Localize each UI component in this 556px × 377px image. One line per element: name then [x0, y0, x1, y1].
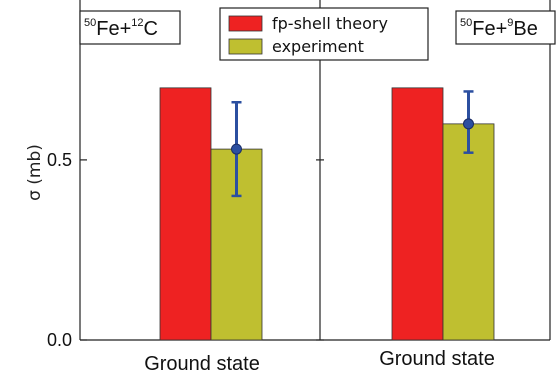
y-tick-label: 0.0	[47, 330, 72, 350]
element-2: C	[144, 18, 158, 40]
x-category-label-panel-2: Ground state	[379, 348, 495, 370]
experiment-point-panel-2	[464, 119, 474, 129]
mass-number-2: 12	[131, 17, 143, 29]
element-1: Fe	[472, 18, 495, 40]
element-1: Fe	[96, 18, 119, 40]
legend-label-1: fp-shell theory	[272, 14, 388, 33]
reaction-label-panel-2: 50Fe+9Be	[460, 17, 538, 40]
experiment-bar-panel-2	[443, 124, 494, 340]
y-axis-label: σ (mb)	[25, 144, 45, 201]
element-2: Be	[513, 18, 537, 40]
x-category-label-panel-1: Ground state	[144, 353, 260, 375]
legend-swatch-1	[229, 16, 262, 31]
plus-sign: +	[496, 18, 508, 40]
legend-label-2: experiment	[272, 37, 364, 56]
mass-number-1: 50	[84, 17, 96, 29]
legend-swatch-2	[229, 39, 262, 54]
bars-layer	[160, 88, 494, 340]
theory-bar-panel-2	[392, 88, 443, 340]
legend: fp-shell theory experiment	[220, 8, 428, 60]
plus-sign: +	[120, 18, 132, 40]
mass-number-1: 50	[460, 17, 472, 29]
y-tick-label: 0.5	[47, 150, 72, 170]
theory-bar-panel-1	[160, 88, 211, 340]
experiment-point-panel-1	[232, 144, 242, 154]
